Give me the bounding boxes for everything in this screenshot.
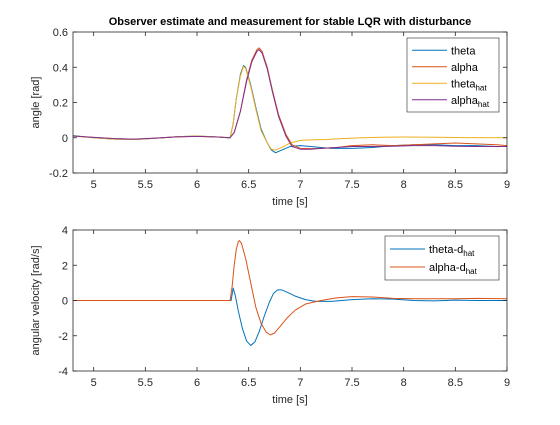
angle-legend: theta alpha thetahat alphahat [406, 37, 500, 113]
y-tick-label: 0 [62, 296, 68, 308]
x-tick-label: 5.5 [138, 179, 153, 191]
y-tick-label: -4 [58, 366, 68, 378]
x-tick-label: 5 [91, 179, 97, 191]
angle-chart-title: Observer estimate and measurement for st… [109, 16, 472, 28]
series-line-theta-d_hat [73, 287, 507, 346]
x-tick-label: 7 [297, 179, 303, 191]
angular-velocity-y-axis-label: angular velocity [rad/s] [30, 245, 42, 355]
x-tick-label: 5.5 [138, 377, 153, 389]
legend-label-alpha-d_hat: alpha-dhat [429, 262, 478, 276]
x-tick-label: 5 [91, 377, 97, 389]
y-tick-label: 0.6 [53, 27, 68, 39]
angle-axes: 5 5.5 6 6.5 7 7.5 8 8.5 9 -0.2 0 0.2 0.4 0.6 Observer… [30, 16, 510, 208]
series-line-alpha_hat [73, 49, 507, 150]
x-tick-label: 8.5 [448, 377, 463, 389]
y-tick-label: 0.4 [53, 62, 68, 74]
y-tick-label: 0.2 [53, 98, 68, 110]
y-tick-label: -0.2 [49, 168, 68, 180]
angular-velocity-ticks: 5 5.5 6 6.5 7 7.5 8 8.5 9 -4 -2 0 2 4 [58, 225, 510, 389]
legend-box [384, 235, 500, 281]
angle-ticks: 5 5.5 6 6.5 7 7.5 8 8.5 9 -0.2 0 0.2 0.4 0.6 [49, 27, 510, 191]
legend-label-alpha: alpha [451, 62, 479, 74]
x-tick-label: 6.5 [241, 377, 256, 389]
angular-velocity-legend: theta-dhat alpha-dhat [384, 235, 500, 281]
legend-label-theta_hat: thetahat [451, 78, 487, 92]
x-tick-label: 9 [504, 179, 510, 191]
x-tick-label: 6.5 [241, 179, 256, 191]
angle-y-axis-label: angle [rad] [30, 77, 42, 129]
x-tick-label: 6 [194, 377, 200, 389]
y-tick-label: 0 [62, 133, 68, 145]
x-tick-label: 8.5 [448, 179, 463, 191]
angle-x-axis-label: time [s] [272, 196, 307, 208]
legend-label-alpha_hat: alphahat [451, 95, 490, 109]
x-tick-label: 9 [504, 377, 510, 389]
angular-velocity-x-axis-label: time [s] [272, 394, 307, 406]
angle-series-layer [73, 47, 507, 154]
series-line-alpha-d_hat [73, 240, 507, 336]
x-tick-label: 8 [401, 377, 407, 389]
x-tick-label: 8 [401, 179, 407, 191]
angular-velocity-series-layer [73, 240, 507, 346]
y-tick-label: -2 [58, 331, 68, 343]
x-tick-label: 6 [194, 179, 200, 191]
y-tick-label: 2 [62, 260, 68, 272]
angular-velocity-axes: 5 5.5 6 6.5 7 7.5 8 8.5 9 -4 -2 0 2 4 time [s] angula… [30, 225, 510, 406]
x-tick-label: 7 [297, 377, 303, 389]
legend-label-theta-d_hat: theta-dhat [429, 244, 475, 258]
x-tick-label: 7.5 [344, 179, 359, 191]
legend-label-theta: theta [451, 45, 476, 57]
y-tick-label: 4 [62, 225, 68, 237]
x-tick-label: 7.5 [344, 377, 359, 389]
